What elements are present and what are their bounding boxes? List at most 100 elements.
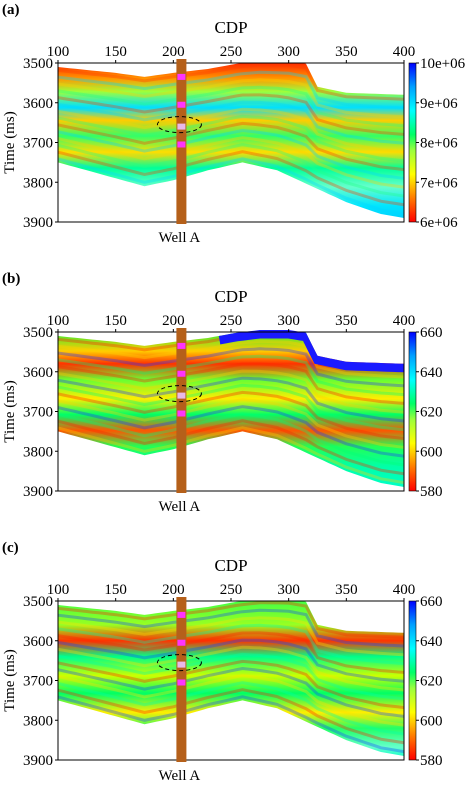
section-layer-stripe <box>58 354 404 397</box>
colorbar-tick-label: 640 <box>420 634 443 650</box>
section-layer-stripe <box>58 412 404 467</box>
colorbar <box>408 600 417 761</box>
y-tick-label: 3900 <box>23 484 53 500</box>
well-marker <box>177 101 186 108</box>
well-marker <box>177 679 186 686</box>
well-label: Well A <box>159 499 201 515</box>
target-ellipse <box>156 654 202 672</box>
x-axis-label: CDP <box>214 18 247 37</box>
section-layer-stripe <box>58 63 404 101</box>
section-layer-stripe <box>58 369 404 414</box>
colorbar-tick-label: 600 <box>420 444 443 460</box>
section-layer-stripe <box>58 652 404 701</box>
section-layer-stripe <box>58 397 404 449</box>
section-layer-stripe <box>58 362 404 405</box>
chart-panel-b: 100 150 200 250 300 350 400 CDP 3500 3600 3700 3800… <box>0 269 474 538</box>
x-tick-label: 150 <box>104 582 127 598</box>
seismic-section-fill <box>58 601 404 756</box>
y-tick-label: 3600 <box>23 96 53 112</box>
well-marker <box>177 639 186 646</box>
section-layer-stripe <box>58 419 404 476</box>
well-marker <box>177 73 186 80</box>
colorbar-tick-label: 7e+06 <box>420 175 458 191</box>
colorbar <box>408 62 417 223</box>
section-layer-stripe <box>58 405 404 458</box>
colorbar-tick-label: 620 <box>420 405 443 421</box>
section-layer-stripe <box>58 601 404 639</box>
well-marker <box>177 370 186 377</box>
seismic-section-b: 100 150 200 250 300 350 400 CDP 3500 3600 3700 3800… <box>2 271 443 515</box>
section-layer-stripe <box>58 78 404 119</box>
panel-label: (b) <box>2 271 20 287</box>
section-layer-stripe <box>58 114 404 163</box>
section-layer-stripe <box>58 695 404 754</box>
x-tick-label: 350 <box>335 313 358 329</box>
x-axis-label: CDP <box>214 287 247 306</box>
y-tick-label: 3500 <box>23 325 53 341</box>
x-tick-label: 350 <box>335 44 358 60</box>
y-tick-label: 3900 <box>23 215 53 231</box>
x-tick-label: 250 <box>220 44 243 60</box>
section-layer-stripe <box>58 390 404 441</box>
section-layer-stripe <box>58 136 404 189</box>
chart-panel-a: 100 150 200 250 300 350 400 CDP 3500 3600 3700 3800… <box>0 0 474 269</box>
seismic-section-a: 100 150 200 250 300 350 400 CDP 3500 3600 3700 3800… <box>2 2 466 246</box>
colorbar-tick-label: 8e+06 <box>420 136 458 152</box>
section-layer-stripe <box>58 608 404 648</box>
x-tick-label: 400 <box>393 313 416 329</box>
x-tick-label: 250 <box>220 313 243 329</box>
y-axis-label: Time (ms) <box>2 649 18 711</box>
x-tick-label: 300 <box>277 313 300 329</box>
y-tick-label: 3800 <box>23 713 53 729</box>
y-tick-label: 3700 <box>23 674 53 690</box>
section-layer-stripe <box>58 150 404 207</box>
well-marker <box>177 611 186 618</box>
well-marker-light <box>177 123 186 130</box>
section-layer-stripe <box>58 616 404 657</box>
x-tick-label: 400 <box>393 582 416 598</box>
x-tick-label: 150 <box>104 44 127 60</box>
section-layer-stripe <box>58 121 404 172</box>
x-tick-label: 300 <box>277 44 300 60</box>
section-layer-stripe <box>58 100 404 145</box>
section-layer-stripe <box>58 347 404 388</box>
y-tick-label: 3600 <box>23 634 53 650</box>
section-layer-stripe <box>58 157 404 216</box>
seismic-section-fill <box>58 330 404 487</box>
section-layer-stripe <box>58 376 404 423</box>
section-layer-stripe <box>58 426 404 485</box>
x-tick-label: 200 <box>162 313 185 329</box>
colorbar <box>408 331 417 492</box>
colorbar-tick-label: 9e+06 <box>420 96 458 112</box>
section-layer-stripe <box>58 688 404 745</box>
well-label: Well A <box>159 230 201 246</box>
colorbar-tick-label: 640 <box>420 365 443 381</box>
y-tick-label: 3700 <box>23 405 53 421</box>
colorbar-tick-label: 6e+06 <box>420 215 458 231</box>
colorbar-tick-label: 10e+06 <box>420 56 466 72</box>
section-layer-stripe <box>58 339 404 379</box>
section-layer-stripe <box>58 674 404 727</box>
panel-label: (c) <box>2 540 19 556</box>
section-layer-stripe <box>58 85 404 128</box>
y-tick-label: 3500 <box>23 594 53 610</box>
x-tick-label: 300 <box>277 582 300 598</box>
section-layer-stripe <box>58 623 404 666</box>
x-tick-label: 400 <box>393 44 416 60</box>
well-marker-light <box>177 661 186 668</box>
seismic-section-fill <box>58 63 404 218</box>
well-marker <box>177 410 186 417</box>
colorbar-tick-label: 580 <box>420 484 443 500</box>
section-layer-stripe <box>58 143 404 198</box>
x-tick-label: 350 <box>335 582 358 598</box>
section-layer-stripe <box>58 631 404 674</box>
y-tick-label: 3900 <box>23 753 53 769</box>
x-tick-label: 150 <box>104 313 127 329</box>
chart-panel-c: 100 150 200 250 300 350 400 CDP 3500 3600 3700 3800… <box>0 538 474 807</box>
x-tick-label: 100 <box>47 44 70 60</box>
well-marker <box>177 141 186 148</box>
well-label: Well A <box>159 768 201 784</box>
colorbar-tick-label: 660 <box>420 325 443 341</box>
y-axis-label: Time (ms) <box>2 380 18 442</box>
section-layer-stripe <box>58 638 404 683</box>
